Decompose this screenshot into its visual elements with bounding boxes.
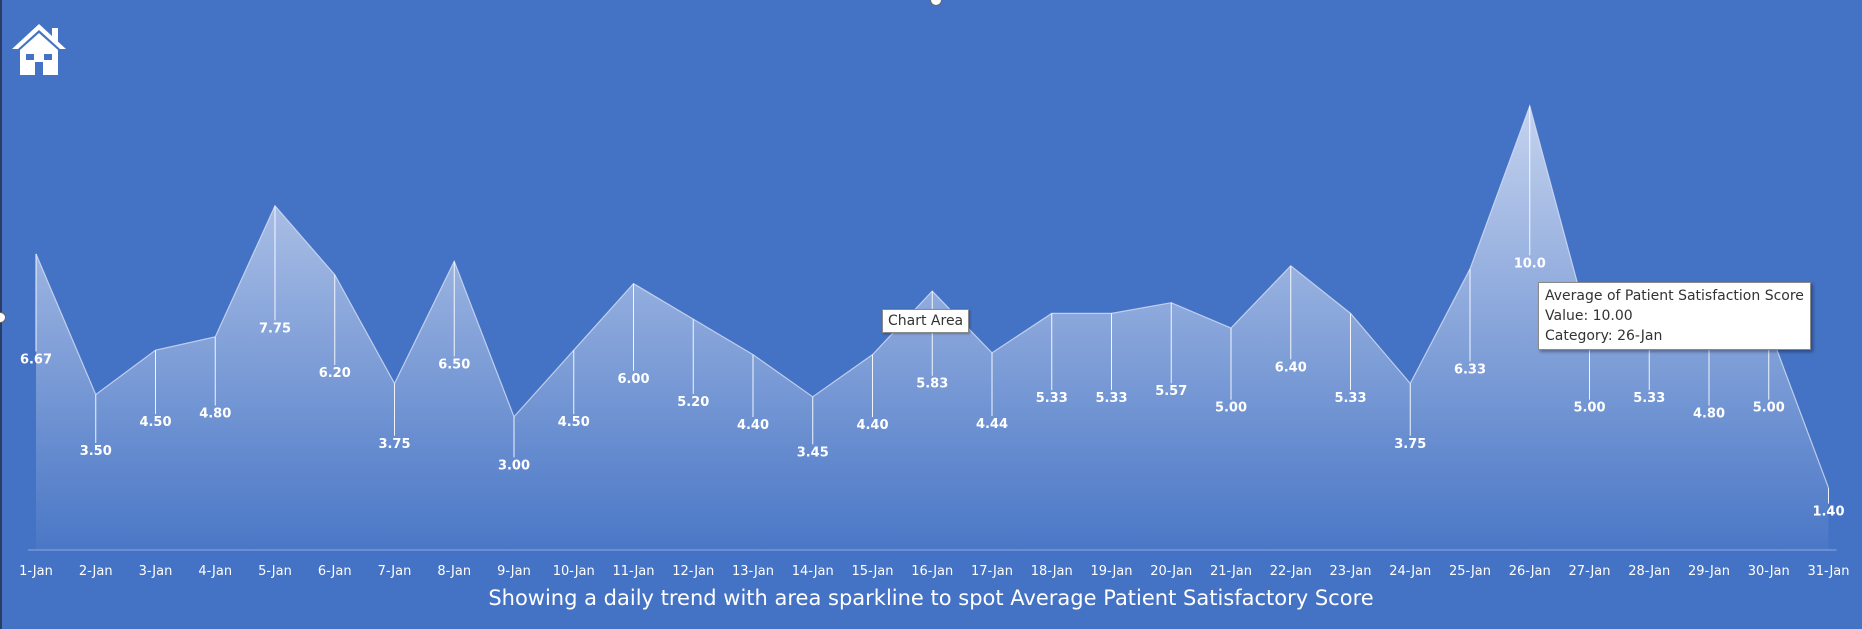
data-label: 3.00 <box>498 458 530 473</box>
data-label: 5.33 <box>1095 391 1127 406</box>
x-tick-label: 23-Jan <box>1330 564 1372 579</box>
data-label: 5.00 <box>1573 401 1605 416</box>
data-label: 4.40 <box>737 418 769 433</box>
data-label: 4.44 <box>976 417 1008 432</box>
data-label: 7.75 <box>259 321 291 336</box>
x-tick-label: 10-Jan <box>553 564 595 579</box>
x-tick-label: 26-Jan <box>1509 564 1551 579</box>
data-label: 4.40 <box>856 418 888 433</box>
data-label: 10.0 <box>1514 256 1546 271</box>
data-label: 5.33 <box>1633 391 1665 406</box>
x-tick-label: 17-Jan <box>971 564 1013 579</box>
data-label: 5.00 <box>1753 401 1785 416</box>
data-label: 4.50 <box>139 415 171 430</box>
x-tick-label: 5-Jan <box>258 564 292 579</box>
x-tick-label: 29-Jan <box>1688 564 1730 579</box>
data-label: 3.45 <box>797 445 829 460</box>
x-tick-label: 13-Jan <box>732 564 774 579</box>
x-tick-label: 8-Jan <box>437 564 471 579</box>
x-tick-label: 27-Jan <box>1569 564 1611 579</box>
home-icon[interactable] <box>10 22 68 76</box>
data-label: 6.33 <box>1454 362 1486 377</box>
x-tick-label: 1-Jan <box>19 564 53 579</box>
x-tick-label: 3-Jan <box>139 564 173 579</box>
data-label: 5.20 <box>677 395 709 410</box>
x-tick-label: 14-Jan <box>792 564 834 579</box>
x-tick-label: 16-Jan <box>911 564 953 579</box>
data-label: 5.00 <box>1215 401 1247 416</box>
tooltip-category: Category: 26-Jan <box>1545 328 1663 344</box>
data-label: 6.50 <box>438 357 470 372</box>
data-label: 5.33 <box>1334 391 1366 406</box>
x-tick-label: 9-Jan <box>497 564 531 579</box>
data-label: 3.50 <box>80 444 112 459</box>
data-label: 4.80 <box>1693 406 1725 421</box>
x-tick-label: 7-Jan <box>378 564 412 579</box>
data-label: 4.50 <box>558 415 590 430</box>
data-point-tooltip: Average of Patient Satisfaction Score Va… <box>1538 282 1811 350</box>
x-tick-label: 24-Jan <box>1389 564 1431 579</box>
chart-caption: Showing a daily trend with area sparklin… <box>488 586 1374 610</box>
x-tick-label: 18-Jan <box>1031 564 1073 579</box>
x-tick-label: 25-Jan <box>1449 564 1491 579</box>
data-label: 3.75 <box>378 437 410 452</box>
data-label: 1.40 <box>1812 505 1844 520</box>
x-tick-label: 30-Jan <box>1748 564 1790 579</box>
data-label: 5.57 <box>1155 384 1187 399</box>
x-tick-label: 28-Jan <box>1628 564 1670 579</box>
data-label: 5.83 <box>916 377 948 392</box>
x-tick-label: 2-Jan <box>79 564 113 579</box>
tooltip-series-name: Average of Patient Satisfaction Score <box>1545 288 1804 304</box>
x-tick-label: 31-Jan <box>1808 564 1850 579</box>
data-label: 5.33 <box>1036 391 1068 406</box>
x-tick-label: 4-Jan <box>198 564 232 579</box>
data-label: 6.67 <box>20 353 52 368</box>
x-tick-label: 6-Jan <box>318 564 352 579</box>
data-label: 6.40 <box>1275 360 1307 375</box>
x-tick-label: 22-Jan <box>1270 564 1312 579</box>
x-tick-label: 20-Jan <box>1150 564 1192 579</box>
x-tick-label: 11-Jan <box>613 564 655 579</box>
x-tick-label: 15-Jan <box>852 564 894 579</box>
data-label: 6.20 <box>319 366 351 381</box>
chart-area-tooltip: Chart Area <box>882 309 970 333</box>
x-tick-label: 21-Jan <box>1210 564 1252 579</box>
data-label: 6.00 <box>617 372 649 387</box>
data-label: 3.75 <box>1394 437 1426 452</box>
x-tick-label: 19-Jan <box>1091 564 1133 579</box>
x-tick-label: 12-Jan <box>672 564 714 579</box>
tooltip-value: Value: 10.00 <box>1545 308 1633 324</box>
data-label: 4.80 <box>199 406 231 421</box>
